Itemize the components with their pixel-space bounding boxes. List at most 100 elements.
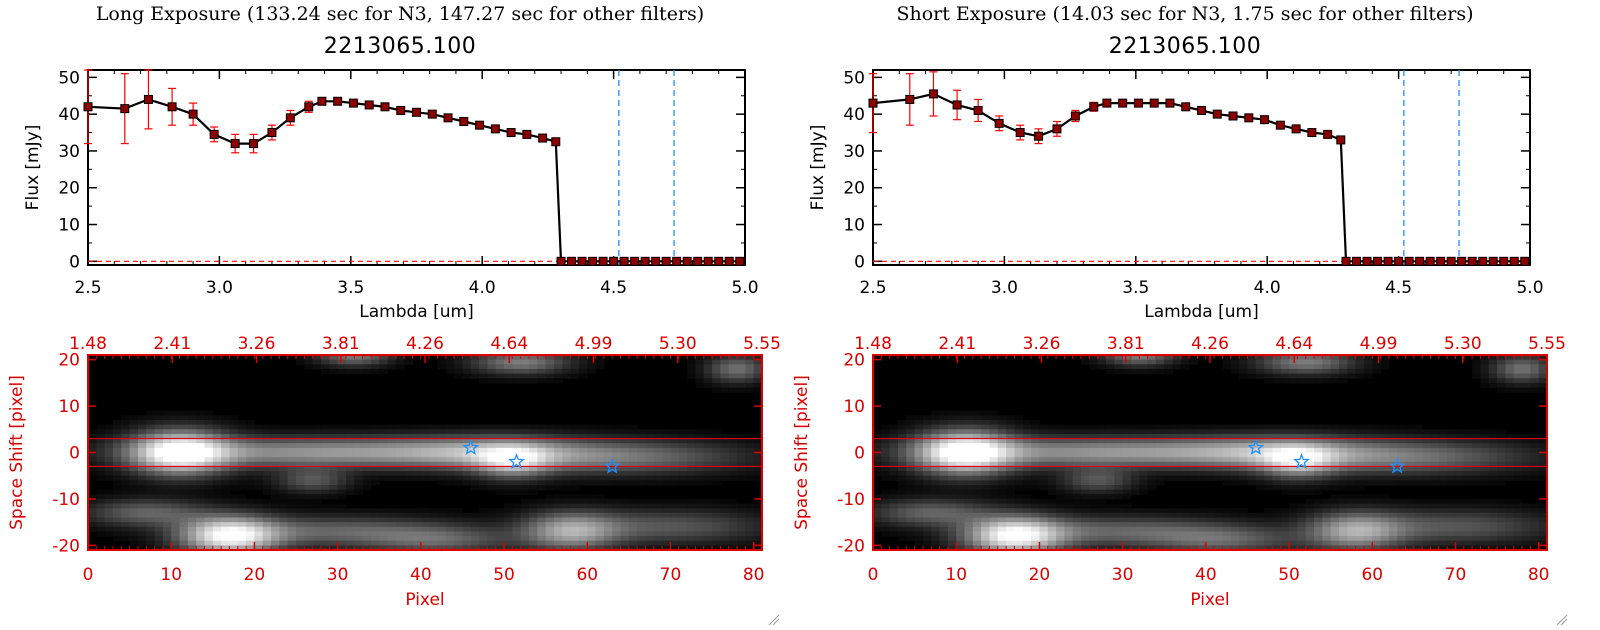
data-point xyxy=(304,102,314,112)
y-tick-label: 20 xyxy=(58,179,80,199)
top-tick-label: 1.48 xyxy=(69,334,107,354)
data-point xyxy=(1102,98,1112,108)
data-point xyxy=(1488,256,1498,266)
data-point xyxy=(427,109,437,119)
x-tick-label: 4.0 xyxy=(469,278,496,298)
resize-grip-icon[interactable] xyxy=(768,614,780,626)
data-point xyxy=(1373,256,1383,266)
y-tick-label: -20 xyxy=(52,536,80,556)
data-point xyxy=(588,256,598,266)
data-point xyxy=(735,256,745,266)
data-point xyxy=(317,96,327,106)
x-tick-label: 40 xyxy=(410,565,432,585)
top-tick-label: 2.41 xyxy=(938,334,976,354)
data-point xyxy=(1446,256,1456,266)
data-point xyxy=(703,256,713,266)
long-exposure-spectrum-chart: 2.5 3.0 3.5 4.0 4.5 5.0 0 10 20 30 40 50 Lambda [um]… xyxy=(23,68,759,320)
spectral-image-pixels xyxy=(873,355,1548,551)
data-point xyxy=(348,98,358,108)
x-tick-label: 5.0 xyxy=(1516,278,1543,298)
x-tick-label: 3.0 xyxy=(991,278,1018,298)
data-point xyxy=(1436,256,1446,266)
y-tick-label: -20 xyxy=(837,536,865,556)
x-tick-label: 50 xyxy=(1278,565,1300,585)
data-point xyxy=(630,256,640,266)
y-tick-label: 0 xyxy=(854,252,865,272)
data-point xyxy=(1520,256,1530,266)
data-point xyxy=(364,100,374,110)
data-point xyxy=(551,137,561,147)
data-point xyxy=(475,120,485,130)
top-tick-label: 3.26 xyxy=(1023,334,1061,354)
short-exposure-panel: Short Exposure (14.03 sec for N3, 1.75 s… xyxy=(785,0,1585,630)
x-tick-label: 30 xyxy=(327,565,349,585)
data-point xyxy=(1275,120,1285,130)
plot-frame xyxy=(87,69,746,266)
y-tick-label: 40 xyxy=(58,105,80,125)
top-tick-label: 5.30 xyxy=(659,334,697,354)
data-point xyxy=(682,256,692,266)
y-axis-label: Flux [mJy] xyxy=(808,125,828,211)
top-tick-label: 4.64 xyxy=(490,334,528,354)
x-tick-label: 30 xyxy=(1112,565,1134,585)
data-point xyxy=(928,89,938,99)
resize-grip-icon[interactable] xyxy=(1556,614,1568,626)
data-point xyxy=(459,117,469,127)
data-point xyxy=(994,118,1004,128)
y-tick-label: 30 xyxy=(843,142,865,162)
x-tick-label: 60 xyxy=(1361,565,1383,585)
data-point xyxy=(1034,131,1044,141)
y-tick-label: 10 xyxy=(58,397,80,417)
top-tick-label: 4.64 xyxy=(1275,334,1313,354)
x-tick-label: 50 xyxy=(493,565,515,585)
data-point xyxy=(1244,113,1254,123)
y-tick-label: 0 xyxy=(69,252,80,272)
data-point xyxy=(1165,98,1175,108)
x-tick-label: 40 xyxy=(1195,565,1217,585)
data-point xyxy=(577,256,587,266)
data-point xyxy=(83,102,93,112)
y-tick-label: 0 xyxy=(69,444,80,464)
data-point xyxy=(1089,102,1099,112)
y-tick-label: 30 xyxy=(58,142,80,162)
data-point xyxy=(598,256,608,266)
data-point xyxy=(412,107,421,117)
data-point xyxy=(567,256,577,266)
x-tick-label: 10 xyxy=(945,565,967,585)
top-tick-label: 5.55 xyxy=(1528,334,1566,354)
x-tick-label: 0 xyxy=(83,565,94,585)
data-point xyxy=(1212,109,1222,119)
top-tick-label: 5.30 xyxy=(1444,334,1482,354)
top-tick-label: 4.26 xyxy=(406,334,444,354)
short-exposure-spectral-image: 0 10 20 30 40 50 60 70 80 1.48 2.41 3.26 3.81 4.26 4.6… xyxy=(792,334,1566,610)
x-tick-label: 80 xyxy=(1528,565,1550,585)
top-tick-label: 2.41 xyxy=(153,334,191,354)
data-point xyxy=(380,102,390,112)
y-tick-label: 40 xyxy=(843,105,865,125)
x-tick-label: 4.5 xyxy=(600,278,627,298)
y-tick-label: 10 xyxy=(843,397,865,417)
data-point xyxy=(868,98,878,108)
data-point xyxy=(1467,256,1477,266)
x-tick-label: 3.5 xyxy=(1122,278,1149,298)
data-point xyxy=(209,129,219,139)
data-point xyxy=(1352,256,1362,266)
data-point xyxy=(714,256,724,266)
data-point xyxy=(506,128,516,138)
data-point xyxy=(1149,98,1159,108)
long-exposure-object-id: 2213065.100 xyxy=(323,34,477,59)
data-point xyxy=(1228,111,1238,121)
x-axis-label: Pixel xyxy=(1190,590,1229,610)
data-point xyxy=(333,96,343,106)
long-exposure-header: Long Exposure (133.24 sec for N3, 147.27… xyxy=(95,3,705,25)
data-point xyxy=(1118,98,1128,108)
data-point xyxy=(188,109,198,119)
y-tick-label: -10 xyxy=(52,490,80,510)
data-point xyxy=(490,124,500,134)
data-point xyxy=(672,256,682,266)
data-point xyxy=(724,256,734,266)
x-axis-label: Pixel xyxy=(405,590,444,610)
star-marker xyxy=(603,457,621,474)
data-point xyxy=(396,105,406,115)
y-tick-label: 0 xyxy=(854,444,865,464)
